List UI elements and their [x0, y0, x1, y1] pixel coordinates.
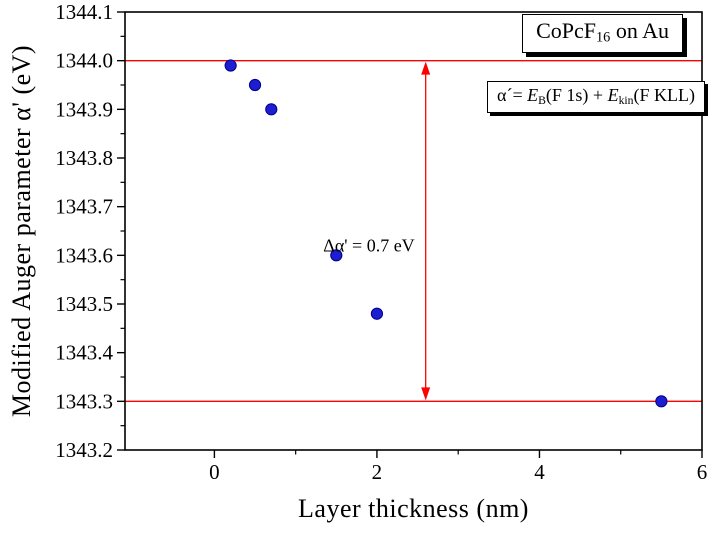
y-tick-label: 1343.4: [55, 341, 113, 365]
formula-ekin-symbol: E: [607, 85, 619, 105]
formula-tail: (F KLL): [633, 85, 696, 105]
delta-arrow-head-down: [421, 387, 431, 401]
plot-frame: [124, 11, 703, 451]
title-compound: CoPcF: [536, 18, 597, 43]
data-point: [265, 103, 278, 116]
delta-alpha-annotation: Δα' = 0.7 eV: [323, 236, 414, 256]
formula-eb-symbol: E: [527, 85, 539, 105]
y-tick-label: 1343.9: [55, 97, 113, 121]
data-point: [224, 59, 237, 72]
y-tick-label: 1343.5: [55, 292, 113, 316]
title-substrate: on Au: [610, 18, 669, 43]
formula-ekin-subscript: kin: [618, 93, 634, 107]
formula-eb-subscript: B: [538, 93, 546, 107]
x-axis-label: Layer thickness (nm): [298, 494, 529, 523]
data-point: [330, 249, 343, 262]
title-box: CoPcF16 on Au: [522, 14, 683, 53]
formula-mid: (F 1s) +: [545, 85, 608, 105]
x-tick-label: 0: [209, 460, 220, 484]
data-point: [370, 307, 384, 320]
formula-box: α´= EB(F 1s) + Ekin(F KLL): [487, 81, 705, 113]
y-tick-label: 1343.6: [55, 243, 113, 267]
y-tick-label: 1343.7: [55, 195, 113, 219]
data-point: [248, 78, 262, 92]
formula-lead: α´=: [497, 85, 528, 105]
delta-arrow-head-up: [421, 61, 431, 75]
x-tick-label: 4: [534, 460, 545, 484]
y-tick-label: 1344.0: [55, 49, 113, 73]
y-tick-label: 1343.8: [55, 146, 113, 170]
y-tick-label: 1344.1: [55, 0, 113, 24]
y-axis-label: Modified Auger parameter α' (eV): [7, 44, 36, 418]
y-tick-label: 1343.3: [55, 389, 113, 413]
x-tick-label: 6: [697, 460, 708, 484]
data-point: [655, 395, 668, 408]
x-tick-label: 2: [372, 460, 383, 484]
title-subscript: 16: [596, 29, 611, 46]
y-tick-label: 1343.2: [55, 438, 113, 462]
plot-generated-layer: 0 2 4 6 1344.1 1344.0 1343.9 1343.8 1343.7 1343.6…: [55, 0, 707, 484]
